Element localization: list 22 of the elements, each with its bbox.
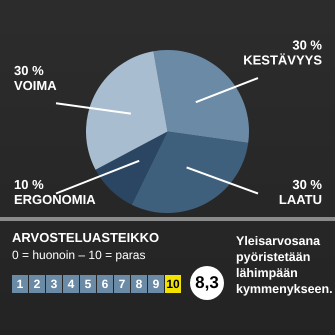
text: 7 <box>114 275 130 293</box>
slice-label: VOIMA <box>14 78 58 93</box>
text: 8 <box>131 275 147 293</box>
text: 9 <box>148 275 164 293</box>
text: 3 <box>46 275 62 293</box>
text: 4 <box>63 275 79 293</box>
text: 6 <box>97 275 113 293</box>
data-label: 30 % <box>292 177 322 192</box>
text: 1 <box>12 275 28 293</box>
slice-label: LAATU <box>278 192 322 208</box>
text: 2 <box>29 275 45 293</box>
data-label: 30 % <box>14 62 44 78</box>
text: ARVOSTELUASTEIKKO <box>12 230 160 245</box>
data-label: 30 % <box>292 38 322 53</box>
slice-label: KESTÄVYYS <box>243 52 322 68</box>
text: Yleisarvosana pyöristetään lähimpään kymmenykseen. <box>236 233 334 297</box>
text: 8,3 <box>190 266 224 300</box>
text: 10 <box>165 275 181 293</box>
slice-label: ERGONOMIA <box>14 192 96 208</box>
text: 0 = huonoin – 10 = paras <box>12 248 146 262</box>
data-label: 10 % <box>14 177 44 192</box>
text: 5 <box>80 275 96 293</box>
